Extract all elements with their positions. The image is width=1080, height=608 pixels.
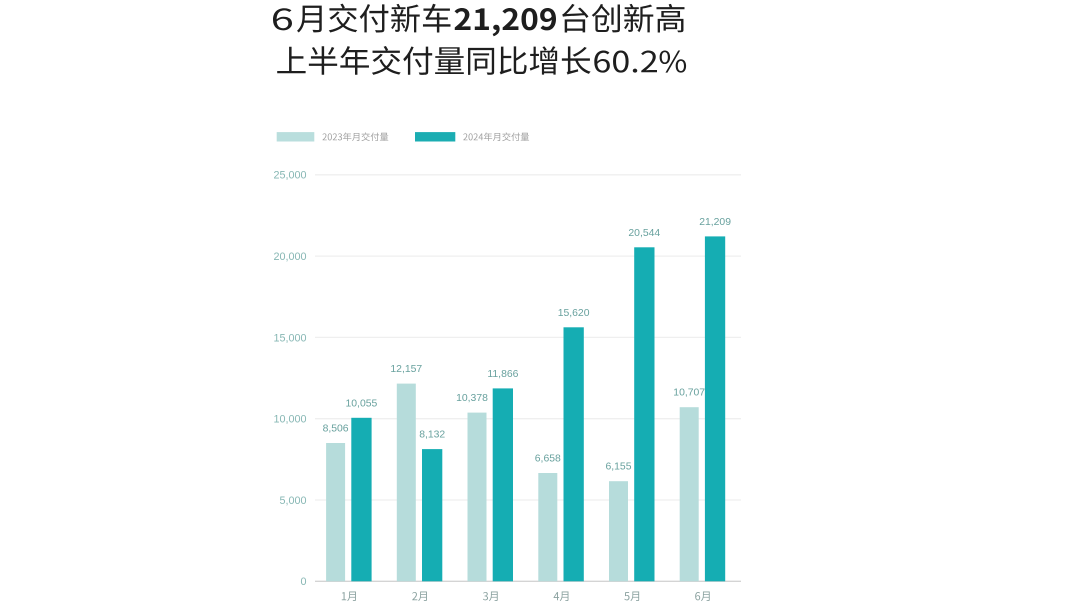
svg-text:10,378: 10,378 bbox=[456, 393, 488, 404]
svg-text:8,132: 8,132 bbox=[419, 430, 445, 441]
svg-text:8,506: 8,506 bbox=[323, 424, 349, 435]
svg-text:10,000: 10,000 bbox=[273, 414, 306, 426]
svg-text:10,055: 10,055 bbox=[346, 398, 378, 409]
svg-text:11,866: 11,866 bbox=[487, 369, 518, 380]
svg-text:21,209: 21,209 bbox=[699, 217, 731, 228]
svg-text:25,000: 25,000 bbox=[273, 170, 306, 182]
svg-text:0: 0 bbox=[300, 576, 306, 588]
svg-text:15,620: 15,620 bbox=[558, 308, 590, 319]
svg-text:6,658: 6,658 bbox=[535, 454, 561, 465]
svg-text:10,707: 10,707 bbox=[673, 388, 705, 399]
svg-text:15,000: 15,000 bbox=[273, 332, 306, 344]
svg-text:20,000: 20,000 bbox=[273, 251, 306, 263]
svg-text:20,544: 20,544 bbox=[628, 228, 660, 239]
svg-text:5,000: 5,000 bbox=[279, 495, 306, 507]
svg-text:12,157: 12,157 bbox=[390, 364, 422, 375]
svg-text:6,155: 6,155 bbox=[605, 462, 631, 473]
